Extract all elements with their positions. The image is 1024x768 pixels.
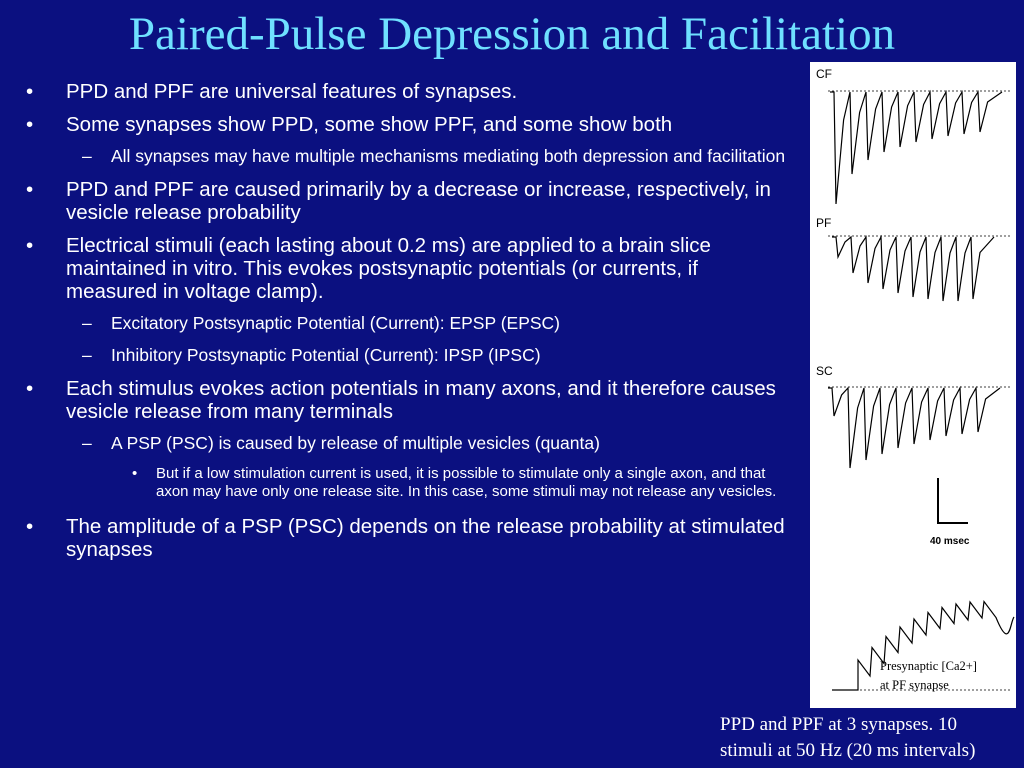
bullet-item: • Each stimulus evokes action potentials …	[26, 377, 786, 423]
cf-trace	[830, 89, 1003, 205]
sub-bullet-item: – All synapses may have multiple mechanis…	[26, 146, 786, 166]
dash-mark: –	[82, 345, 92, 365]
sub-sub-bullet-item: • But if a low stimulation current is use…	[26, 465, 786, 501]
bullet-text: All synapses may have multiple mechanism…	[111, 146, 786, 166]
caption-line1: PPD and PPF at 3 synapses. 10	[720, 714, 957, 735]
sub-bullet-item: – Inhibitory Postsynaptic Potential (Curr…	[26, 345, 786, 365]
dash-mark: –	[82, 146, 92, 166]
ca-waveform	[832, 599, 1015, 691]
bullet-item: • PPD and PPF are universal features of s…	[26, 80, 786, 103]
bullet-text: PPD and PPF are caused primarily by a de…	[66, 178, 771, 224]
bullet-list: • PPD and PPF are universal features of s…	[26, 80, 786, 571]
dash-mark: –	[82, 433, 92, 453]
sub-bullet-item: – A PSP (PSC) is caused by release of mul…	[26, 433, 786, 453]
sc-trace	[828, 385, 1001, 469]
pf-label: PF	[816, 216, 831, 230]
bullet-text: Electrical stimuli (each lasting about 0…	[66, 234, 711, 303]
bullet-text: Excitatory Postsynaptic Potential (Curre…	[111, 313, 561, 333]
bullet-item: • Some synapses show PPD, some show PPF, …	[26, 113, 786, 136]
bullet-text: Inhibitory Postsynaptic Potential (Curre…	[111, 345, 541, 365]
bullet-text: Each stimulus evokes action potentials i…	[66, 377, 776, 423]
bullet-mark: •	[26, 113, 34, 136]
scale-label: 40 msec	[930, 536, 970, 547]
bullet-mark: •	[26, 234, 34, 257]
caption-line2: stimuli at 50 Hz (20 ms intervals)	[720, 740, 976, 761]
bullet-mark: •	[26, 377, 34, 400]
bullet-text: PPD and PPF are universal features of sy…	[66, 80, 518, 103]
bullet-text: But if a low stimulation current is used…	[156, 465, 777, 500]
bullet-text: A PSP (PSC) is caused by release of mult…	[111, 433, 600, 453]
bullet-mark: •	[26, 178, 34, 201]
bullet-text: Some synapses show PPD, some show PPF, a…	[66, 113, 673, 136]
figure-caption: PPD and PPF at 3 synapses. 10 stimuli at…	[720, 712, 975, 764]
trace-figure: CF PF SC 40 msec Presynaptic [Ca2+] at P…	[810, 62, 1016, 708]
bullet-mark: •	[132, 465, 138, 482]
pf-waveform	[832, 234, 995, 302]
scale-bar	[937, 478, 968, 524]
cf-label: CF	[816, 67, 832, 81]
ca-trace	[832, 599, 1015, 691]
bullet-item: • PPD and PPF are caused primarily by a d…	[26, 178, 786, 224]
sc-label: SC	[816, 364, 833, 378]
bullet-mark: •	[26, 80, 34, 103]
slide-title: Paired-Pulse Depression and Facilitation	[128, 8, 896, 60]
sub-bullet-item: – Excitatory Postsynaptic Potential (Curr…	[26, 313, 786, 333]
bullet-item: • Electrical stimuli (each lasting about …	[26, 234, 786, 303]
ca-label-line2: at PF synapse	[880, 678, 949, 692]
ca-label-line1: Presynaptic [Ca2+]	[880, 659, 977, 673]
sc-waveform	[828, 385, 1001, 469]
cf-waveform	[830, 89, 1003, 205]
bullet-item: • The amplitude of a PSP (PSC) depends on…	[26, 515, 786, 561]
bullet-mark: •	[26, 515, 34, 538]
pf-trace	[832, 234, 995, 302]
bullet-text: The amplitude of a PSP (PSC) depends on …	[66, 515, 785, 561]
dash-mark: –	[82, 313, 92, 333]
